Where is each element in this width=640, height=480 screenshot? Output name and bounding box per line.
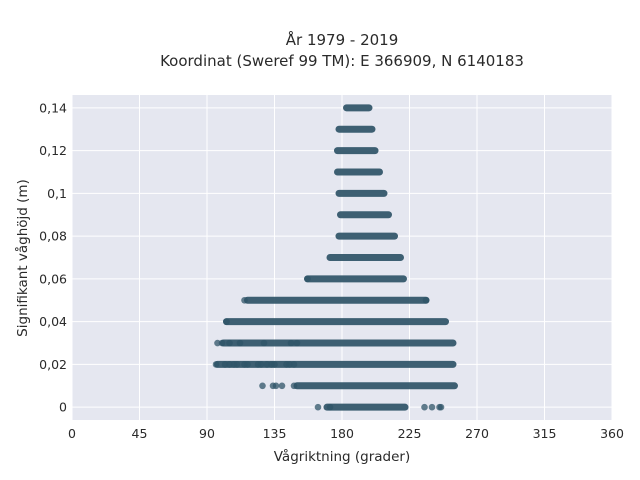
- data-point: [223, 318, 230, 325]
- x-tick-label: 135: [263, 426, 287, 441]
- y-tick-labels: 0 0,02 0,04 0,06 0,08 0,1 0,12 0,14: [39, 100, 67, 414]
- data-point: [293, 339, 301, 347]
- x-tick-labels: 0 45 90 135 180 225 270 315 360: [68, 426, 624, 441]
- data-point: [290, 382, 298, 390]
- data-point: [212, 361, 220, 368]
- y-tick-label: 0: [59, 400, 67, 415]
- data-point: [272, 382, 280, 390]
- data-point: [326, 403, 334, 411]
- data-point: [226, 339, 233, 347]
- y-tick-label: 0,1: [47, 186, 67, 201]
- data-point: [233, 361, 241, 368]
- data-point: [421, 403, 428, 411]
- y-tick-label: 0,12: [39, 143, 67, 158]
- data-point: [428, 403, 436, 411]
- x-tick-label: 360: [600, 426, 624, 441]
- x-tick-label: 225: [398, 426, 422, 441]
- y-tick-label: 0,08: [39, 229, 67, 244]
- data-point: [278, 382, 286, 390]
- data-point: [244, 361, 251, 368]
- data-point: [287, 339, 295, 347]
- data-point: [257, 361, 265, 368]
- chart-title: År 1979 - 2019: [286, 30, 399, 49]
- y-tick-label: 0,04: [39, 314, 67, 329]
- x-tick-label: 45: [132, 426, 148, 441]
- x-tick-label: 315: [533, 426, 557, 441]
- data-point: [259, 382, 266, 390]
- data-point: [241, 296, 248, 304]
- y-axis-label: Signifikant våghöjd (m): [14, 179, 31, 337]
- data-point: [260, 339, 268, 347]
- data-point: [271, 361, 278, 368]
- data-point: [437, 403, 445, 411]
- data-point: [314, 403, 322, 411]
- x-tick-label: 270: [465, 426, 489, 441]
- data-point: [422, 296, 430, 304]
- data-point: [218, 339, 226, 347]
- x-axis-label: Vågriktning (grader): [274, 448, 411, 465]
- x-tick-label: 0: [68, 426, 76, 441]
- data-point: [290, 361, 298, 368]
- chart-subtitle: Koordinat (Sweref 99 TM): E 366909, N 61…: [160, 52, 524, 70]
- y-tick-label: 0,02: [39, 357, 67, 372]
- data-point: [236, 339, 244, 347]
- y-tick-label: 0,06: [39, 271, 67, 286]
- y-tick-label: 0,14: [39, 100, 67, 115]
- data-point: [304, 275, 311, 283]
- data-points: [212, 104, 458, 411]
- x-tick-label: 90: [199, 426, 215, 441]
- x-tick-label: 180: [330, 426, 354, 441]
